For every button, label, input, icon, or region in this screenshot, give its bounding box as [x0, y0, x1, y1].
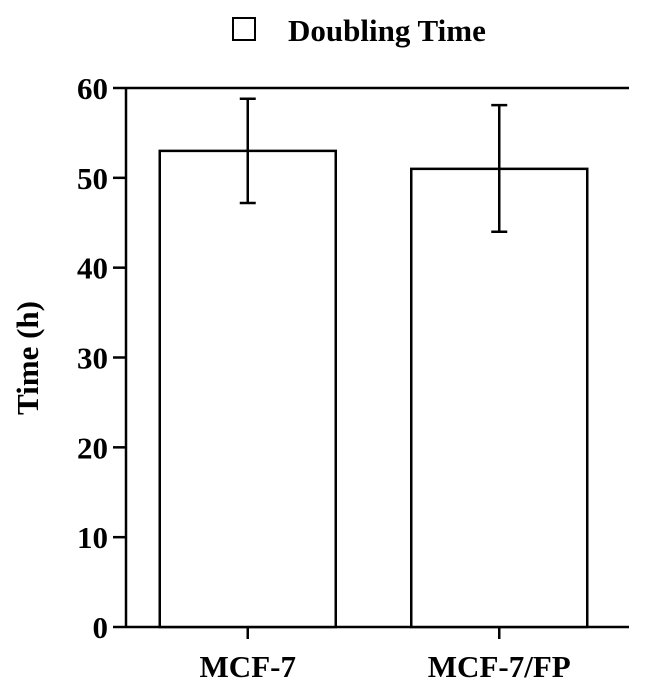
y-tick-label: 20 [77, 430, 108, 465]
legend-label: Doubling Time [288, 13, 486, 48]
legend: Doubling Time [232, 13, 486, 48]
bar [410, 167, 589, 629]
y-tick-label: 60 [77, 71, 108, 106]
y-tick-label: 30 [77, 341, 108, 376]
y-tick-label: 10 [77, 520, 108, 555]
y-tick-label: 40 [77, 251, 108, 286]
plot-area: 0 10 20 30 40 50 60 MCF-7 MCF-7/FP [77, 71, 629, 684]
bar [158, 149, 337, 629]
x-tick-label: MCF-7/FP [428, 649, 571, 684]
y-tick-label: 0 [93, 610, 109, 645]
y-axis-label: Time (h) [10, 301, 45, 415]
x-tick-label: MCF-7 [200, 649, 296, 684]
legend-swatch [232, 17, 256, 41]
y-tick-label: 50 [77, 161, 108, 196]
